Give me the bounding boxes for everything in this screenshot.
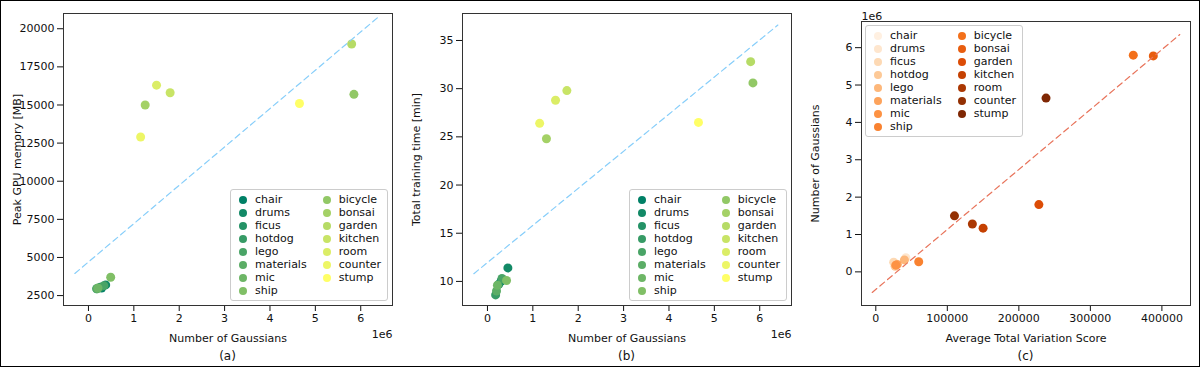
- svg-text:1: 1: [529, 312, 536, 325]
- html-text:materials: materials: [890, 94, 942, 107]
- svg-text:Total training time [min]: Total training time [min]: [410, 93, 423, 227]
- svg-text:1: 1: [130, 312, 137, 325]
- html-text:stump: stump: [973, 107, 1009, 120]
- html-text:hotdog: hotdog: [654, 232, 693, 245]
- svg-text:Number of Gaussians: Number of Gaussians: [809, 104, 822, 222]
- html-text:ficus: ficus: [654, 219, 680, 232]
- html-text:lego: lego: [890, 81, 914, 94]
- svg-text:3: 3: [620, 312, 627, 325]
- svg-text:15: 15: [440, 227, 454, 240]
- html-text:ficus: ficus: [890, 55, 916, 68]
- svg-text:1e6: 1e6: [372, 328, 393, 341]
- svg-text:300000: 300000: [1069, 312, 1111, 325]
- svg-text:0: 0: [484, 312, 491, 325]
- svg-text:Peak GPU memory [MB]: Peak GPU memory [MB]: [11, 94, 24, 225]
- svg-text:0: 0: [872, 312, 879, 325]
- html-text:hotdog: hotdog: [890, 68, 929, 81]
- html-text:bicycle: bicycle: [338, 193, 378, 206]
- svg-text:12500: 12500: [20, 137, 55, 150]
- svg-text:3: 3: [221, 312, 228, 325]
- html-text:bicycle: bicycle: [973, 29, 1013, 42]
- html-text:chair: chair: [890, 29, 918, 42]
- svg-text:5000: 5000: [27, 251, 55, 264]
- svg-text:400000: 400000: [1141, 312, 1183, 325]
- html-text:room: room: [973, 81, 1003, 94]
- html-text:ficus: ficus: [255, 219, 281, 232]
- svg-text:2: 2: [176, 312, 183, 325]
- svg-text:10000: 10000: [20, 175, 55, 188]
- html-text:drums: drums: [255, 206, 290, 219]
- svg-text:20: 20: [440, 179, 454, 192]
- html-text:ship: ship: [255, 284, 278, 297]
- html-text:ship: ship: [890, 120, 913, 133]
- svg-text:35: 35: [440, 34, 454, 47]
- html-text:drums: drums: [890, 42, 925, 55]
- html-text:bonsai: bonsai: [737, 206, 774, 219]
- svg-text:20000: 20000: [20, 22, 55, 35]
- html-text:materials: materials: [654, 258, 706, 271]
- html-text:(b): (b): [618, 349, 635, 363]
- html-text:garden: garden: [338, 219, 378, 232]
- html-text:ship: ship: [654, 284, 677, 297]
- svg-text:3: 3: [846, 153, 853, 166]
- html-text:mic: mic: [654, 271, 674, 284]
- svg-text:Number of Gaussians: Number of Gaussians: [169, 332, 287, 345]
- html-text:counter: counter: [737, 258, 780, 271]
- html-text:lego: lego: [654, 245, 678, 258]
- svg-text:4: 4: [665, 312, 672, 325]
- html-text:room: room: [737, 245, 767, 258]
- html-text:chair: chair: [255, 193, 283, 206]
- svg-text:2: 2: [846, 191, 853, 204]
- html-text:garden: garden: [737, 219, 777, 232]
- svg-text:200000: 200000: [998, 312, 1040, 325]
- svg-text:4: 4: [266, 312, 273, 325]
- svg-text:10: 10: [440, 275, 454, 288]
- svg-text:5: 5: [312, 312, 319, 325]
- html-text:bonsai: bonsai: [338, 206, 375, 219]
- html-text:garden: garden: [973, 55, 1013, 68]
- html-text:kitchen: kitchen: [737, 232, 779, 245]
- html-text:kitchen: kitchen: [973, 68, 1015, 81]
- svg-text:6: 6: [756, 312, 763, 325]
- html-text:room: room: [338, 245, 368, 258]
- html-text:mic: mic: [255, 271, 275, 284]
- html-text:counter: counter: [973, 94, 1016, 107]
- svg-text:2: 2: [575, 312, 582, 325]
- svg-text:100000: 100000: [926, 312, 968, 325]
- svg-text:25: 25: [440, 130, 454, 143]
- svg-text:6: 6: [357, 312, 364, 325]
- svg-text:5: 5: [711, 312, 718, 325]
- html-text:bonsai: bonsai: [973, 42, 1010, 55]
- html-text:drums: drums: [654, 206, 689, 219]
- html-text:lego: lego: [255, 245, 279, 258]
- html-text:hotdog: hotdog: [255, 232, 294, 245]
- svg-text:1e6: 1e6: [862, 10, 883, 23]
- svg-text:Number of Gaussians: Number of Gaussians: [568, 332, 686, 345]
- svg-text:17500: 17500: [20, 60, 55, 73]
- svg-text:Average Total Variation Score: Average Total Variation Score: [946, 332, 1107, 345]
- html-text:(c): (c): [1017, 349, 1034, 363]
- svg-text:4: 4: [846, 116, 853, 129]
- html-text:materials: materials: [255, 258, 307, 271]
- html-text:stump: stump: [338, 271, 374, 284]
- svg-text:1e6: 1e6: [771, 328, 792, 341]
- svg-text:1: 1: [846, 228, 853, 241]
- svg-text:6: 6: [846, 41, 853, 54]
- svg-text:0: 0: [846, 265, 853, 278]
- svg-text:5: 5: [846, 79, 853, 92]
- svg-text:15000: 15000: [20, 99, 55, 112]
- html-text:counter: counter: [338, 258, 381, 271]
- svg-text:2500: 2500: [27, 289, 55, 302]
- html-text:bicycle: bicycle: [737, 193, 777, 206]
- html-text:mic: mic: [890, 107, 910, 120]
- svg-text:0: 0: [85, 312, 92, 325]
- html-text:kitchen: kitchen: [338, 232, 380, 245]
- html-text:(a): (a): [219, 349, 236, 363]
- html-text:stump: stump: [737, 271, 773, 284]
- svg-text:30: 30: [440, 82, 454, 95]
- html-text:chair: chair: [654, 193, 682, 206]
- svg-text:7500: 7500: [27, 213, 55, 226]
